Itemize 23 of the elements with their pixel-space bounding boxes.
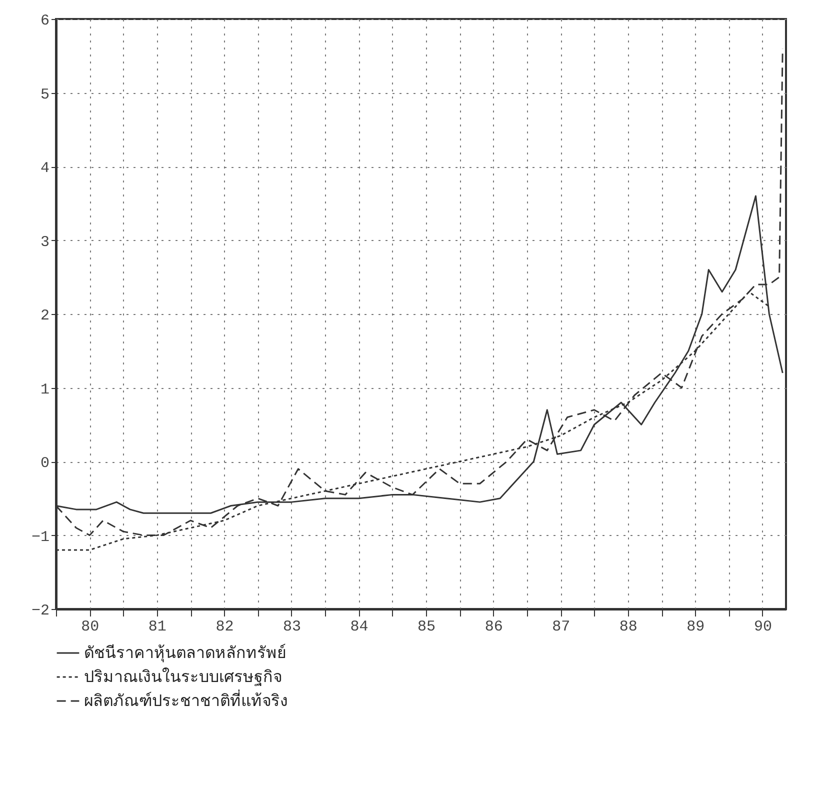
x-tick-label: 82 — [216, 618, 234, 636]
legend-label: ปริมาณเงินในระบบเศรษฐกิจ — [84, 667, 282, 686]
x-tick-label: 84 — [350, 618, 368, 636]
x-tick-label: 85 — [418, 618, 436, 636]
y-tick-label: −2 — [31, 602, 50, 620]
y-tick-label: 6 — [40, 12, 50, 30]
x-tick-label: 90 — [754, 618, 772, 636]
legend-label: ดัชนีราคาหุ้นตลาดหลักทรัพย์ — [84, 643, 286, 663]
x-tick-label: 88 — [619, 618, 638, 636]
x-tick-label: 87 — [552, 618, 570, 636]
y-tick-label: 0 — [40, 455, 50, 472]
y-tick-label: 5 — [40, 86, 50, 104]
y-tick-label: 2 — [40, 308, 50, 324]
x-tick-label: 83 — [282, 618, 301, 636]
x-tick-label: 81 — [148, 618, 166, 636]
x-tick-label: 86 — [484, 618, 503, 636]
y-tick-label: −1 — [31, 528, 50, 546]
y-tick-label: 3 — [40, 234, 50, 251]
legend-label: ผลิตภัณฑ์ประชาชาติที่แท้จริง — [84, 689, 288, 710]
x-tick-label: 80 — [81, 618, 100, 636]
x-tick-label: 89 — [686, 618, 705, 636]
y-tick-label: 1 — [40, 381, 50, 398]
y-tick-label: 4 — [40, 160, 50, 177]
